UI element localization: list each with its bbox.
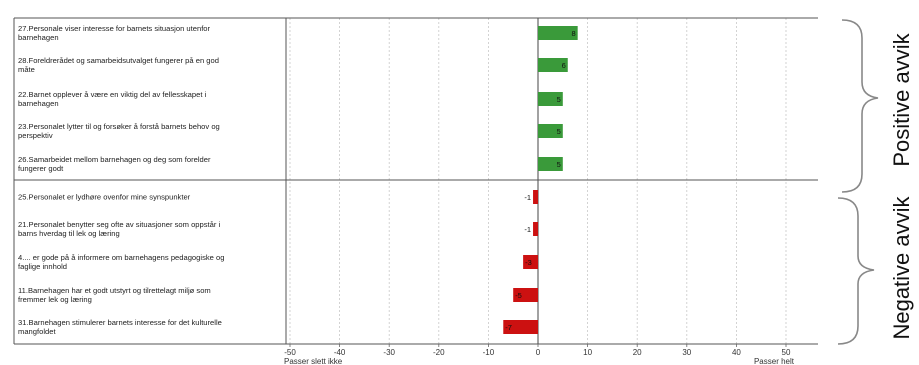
question-label: 27.Personale viser interesse for barnets… <box>18 24 211 42</box>
bar <box>538 92 563 106</box>
bar-value-label: 6 <box>562 61 566 70</box>
x-tick-label: 20 <box>633 348 642 357</box>
bar-value-label: -1 <box>524 225 531 234</box>
bar-value-label: -7 <box>505 323 512 332</box>
x-tick-label: 30 <box>682 348 691 357</box>
x-axis: -50 -40 -30 -20 -10 0 10 20 30 40 50 Passer slett i… <box>284 344 795 365</box>
x-tick-label: 40 <box>732 348 741 357</box>
bar-value-label: 5 <box>557 127 561 136</box>
x-tick-label: 0 <box>536 348 541 357</box>
x-left-caption: Passer slett ikke <box>284 357 343 365</box>
question-label: 26.Samarbeidet mellom barnehagen og deg … <box>18 155 211 173</box>
question-label: 23.Personalet lytter til og forsøker å f… <box>18 122 220 140</box>
question-labels: 27.Personale viser interesse for barnets… <box>18 24 224 336</box>
bar <box>503 320 538 334</box>
negative-brace <box>837 197 875 345</box>
bars: 8 6 5 5 5 -1 -1 -3 -5 -7 <box>503 26 578 334</box>
x-tick-label: -20 <box>433 348 445 357</box>
x-tick-label: 50 <box>782 348 791 357</box>
bar <box>523 255 538 269</box>
x-tick-label: -50 <box>284 348 296 357</box>
bar <box>513 288 538 302</box>
bar-value-label: -3 <box>525 258 532 267</box>
bar-value-label: -1 <box>524 193 531 202</box>
question-label: 25.Personalet er lydhøre ovenfor mine sy… <box>18 193 191 202</box>
question-label: 31.Barnehagen stimulerer barnets interes… <box>18 318 222 336</box>
positive-group-label: Positive avvik <box>889 32 914 166</box>
x-tick-label: -10 <box>483 348 495 357</box>
bar-value-label: 5 <box>557 95 561 104</box>
negative-group-label: Negative avvik <box>889 195 914 339</box>
question-label: 28.Foreldrerådet og samarbeidsutvalget f… <box>18 56 219 74</box>
bar-value-label: 5 <box>557 160 561 169</box>
positive-brace <box>841 19 879 193</box>
chart-frame <box>13 17 818 345</box>
x-tick-label: -40 <box>334 348 346 357</box>
question-label: 11.Barnehagen har et godt utstyrt og til… <box>18 286 211 304</box>
x-tick-label: -30 <box>383 348 395 357</box>
question-label: 4.... er gode på å informere om barnehag… <box>18 253 224 271</box>
bar <box>538 124 563 138</box>
bar <box>533 190 538 204</box>
question-label: 21.Personalet benytter seg ofte av situa… <box>18 220 221 238</box>
x-right-caption: Passer helt <box>754 357 795 365</box>
bar <box>538 26 578 40</box>
bar <box>538 157 563 171</box>
question-label: 22.Barnet opplever å være en viktig del … <box>18 90 207 108</box>
bar <box>538 58 568 72</box>
bar-value-label: 8 <box>572 29 576 38</box>
bar-value-label: -5 <box>515 291 522 300</box>
x-tick-label: 10 <box>583 348 592 357</box>
bar <box>533 222 538 236</box>
